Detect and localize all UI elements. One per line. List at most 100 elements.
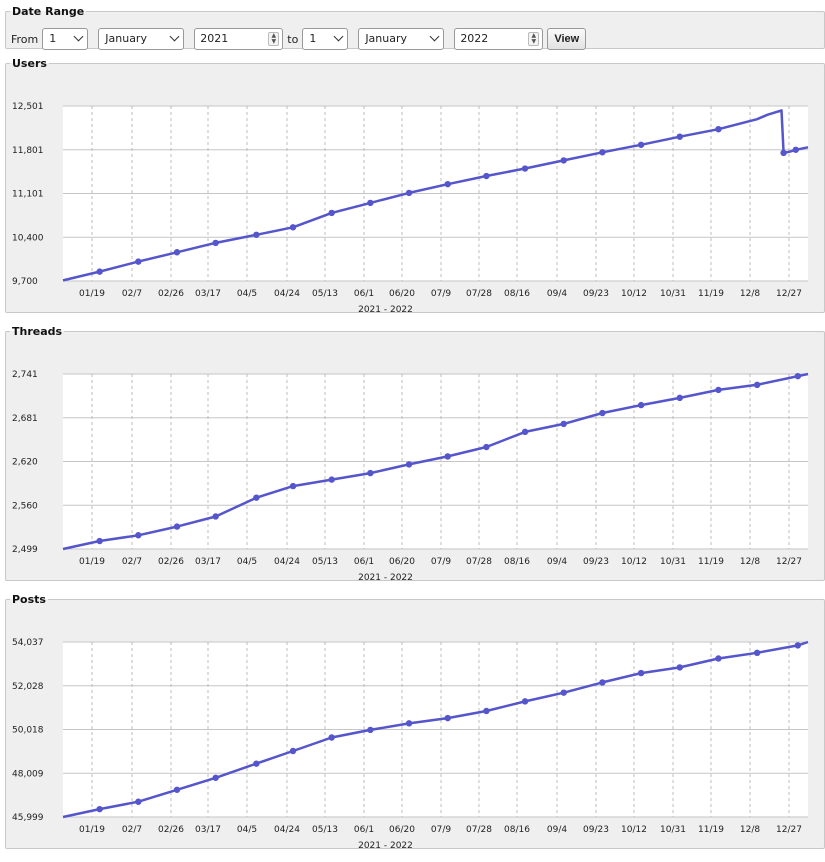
- x-tick-label: 05/13: [312, 289, 338, 299]
- date-range-controls: From 1 January 2021 ▲ ▼ to 1 January 2022…: [11, 28, 587, 50]
- data-point: [135, 258, 142, 265]
- x-tick-label: 01/19: [79, 825, 105, 835]
- data-point: [676, 664, 683, 671]
- x-tick-label: 02/26: [158, 557, 184, 567]
- y-tick-label: 10,400: [12, 233, 44, 243]
- from-year-value: 2021: [200, 32, 229, 45]
- spinner-icon[interactable]: ▲ ▼: [268, 32, 280, 46]
- from-year-input[interactable]: 2021 ▲ ▼: [194, 28, 284, 50]
- to-day-select[interactable]: 1: [302, 28, 349, 50]
- x-tick-label: 09/23: [583, 825, 609, 835]
- data-point: [483, 172, 490, 180]
- to-day-value: 1: [309, 32, 317, 45]
- x-tick-label: 06/20: [389, 557, 415, 567]
- x-tick-label: 03/17: [195, 825, 221, 835]
- data-point: [212, 513, 219, 520]
- spinner-icon[interactable]: ▲ ▼: [528, 32, 540, 46]
- x-tick-label: 05/13: [312, 825, 338, 835]
- data-point: [637, 401, 645, 409]
- data-point: [328, 476, 335, 483]
- posts-panel: Posts 45,999 48,009 50,018 52,028 54,037 01/1…: [5, 593, 825, 851]
- data-point: [483, 707, 490, 715]
- x-tick-label: 08/16: [504, 825, 530, 835]
- y-tick-label: 9,700: [12, 277, 38, 287]
- x-tick-label: 12/8: [740, 557, 760, 567]
- x-tick-label: 04/24: [274, 825, 300, 835]
- to-year-input[interactable]: 2022 ▲ ▼: [454, 28, 544, 50]
- data-point: [367, 469, 374, 477]
- data-point: [676, 394, 683, 402]
- data-point: [96, 268, 103, 275]
- users-chart-title: Users: [12, 57, 47, 70]
- data-point: [794, 642, 802, 649]
- x-tick-label: 08/16: [504, 557, 530, 567]
- data-point: [753, 649, 761, 657]
- data-point: [794, 372, 802, 380]
- chevron-down-icon: [429, 31, 440, 42]
- x-tick-label: 07/9: [431, 557, 451, 567]
- data-point: [405, 461, 413, 468]
- y-tick-label: 12,501: [12, 102, 44, 112]
- x-tick-label: 10/31: [660, 557, 686, 567]
- data-point: [253, 760, 260, 767]
- x-tick-label: 10/12: [621, 557, 647, 567]
- data-point: [212, 774, 219, 781]
- x-tick-label: 12/27: [776, 825, 802, 835]
- data-point: [444, 453, 451, 460]
- x-tick-label: 10/12: [621, 825, 647, 835]
- data-point: [367, 726, 374, 734]
- data-point: [253, 494, 260, 501]
- x-tick-label: 11/19: [698, 289, 724, 299]
- x-tick-label: 04/5: [237, 289, 257, 299]
- data-point: [96, 537, 103, 545]
- x-tick-label: 10/31: [660, 825, 686, 835]
- from-day-select[interactable]: 1: [42, 28, 89, 50]
- data-point: [792, 146, 799, 153]
- x-tick-label: 07/28: [466, 557, 492, 567]
- data-point: [715, 655, 722, 662]
- y-tick-label: 11,101: [12, 190, 44, 200]
- x-tick-label: 07/9: [431, 825, 451, 835]
- x-tick-label: 02/7: [122, 557, 142, 567]
- y-tick-label: 52,028: [12, 682, 44, 692]
- data-point: [753, 381, 761, 389]
- from-month-value: January: [105, 32, 147, 45]
- from-month-select[interactable]: January: [98, 28, 185, 50]
- data-point: [135, 798, 142, 805]
- x-tick-label: 07/28: [466, 289, 492, 299]
- y-tick-label: 2,620: [12, 458, 38, 468]
- x-tick-label: 09/4: [547, 289, 567, 299]
- x-axis-label: 2021 - 2022: [358, 841, 413, 851]
- data-point: [289, 747, 297, 755]
- x-tick-label: 02/26: [158, 289, 184, 299]
- to-month-select[interactable]: January: [358, 28, 445, 50]
- from-day-value: 1: [49, 32, 57, 45]
- y-tick-label: 2,499: [12, 545, 38, 555]
- data-point: [289, 224, 297, 231]
- view-button[interactable]: View: [547, 28, 587, 50]
- x-tick-label: 10/12: [621, 289, 647, 299]
- data-point: [521, 428, 529, 436]
- from-label: From: [11, 32, 39, 46]
- data-point: [715, 386, 722, 394]
- chevron-down-icon: [169, 31, 180, 42]
- data-point: [96, 805, 103, 813]
- users-panel: Users 9,700 10,400 11,101 11,801 12,501 01/19…: [5, 57, 825, 315]
- data-point: [444, 180, 451, 188]
- x-tick-label: 11/19: [698, 825, 724, 835]
- date-range-panel: Date Range From 1 January 2021 ▲ ▼ to 1 J…: [5, 5, 825, 50]
- x-tick-label: 07/28: [466, 825, 492, 835]
- y-tick-label: 48,009: [12, 769, 44, 779]
- data-point: [212, 239, 219, 247]
- threads-panel: Threads 2,499 2,560 2,620 2,681 2,741 01/19 02…: [5, 325, 825, 583]
- x-tick-label: 09/23: [583, 557, 609, 567]
- x-tick-label: 03/17: [195, 557, 221, 567]
- users-chart: 9,700 10,400 11,101 11,801 12,501 01/19 02/7 02…: [12, 102, 809, 315]
- data-point: [676, 133, 683, 140]
- data-point: [599, 149, 606, 156]
- data-point: [560, 420, 567, 428]
- posts-chart-title: Posts: [12, 593, 46, 606]
- data-point: [560, 689, 567, 696]
- x-tick-label: 10/31: [660, 289, 686, 299]
- data-point: [444, 714, 451, 722]
